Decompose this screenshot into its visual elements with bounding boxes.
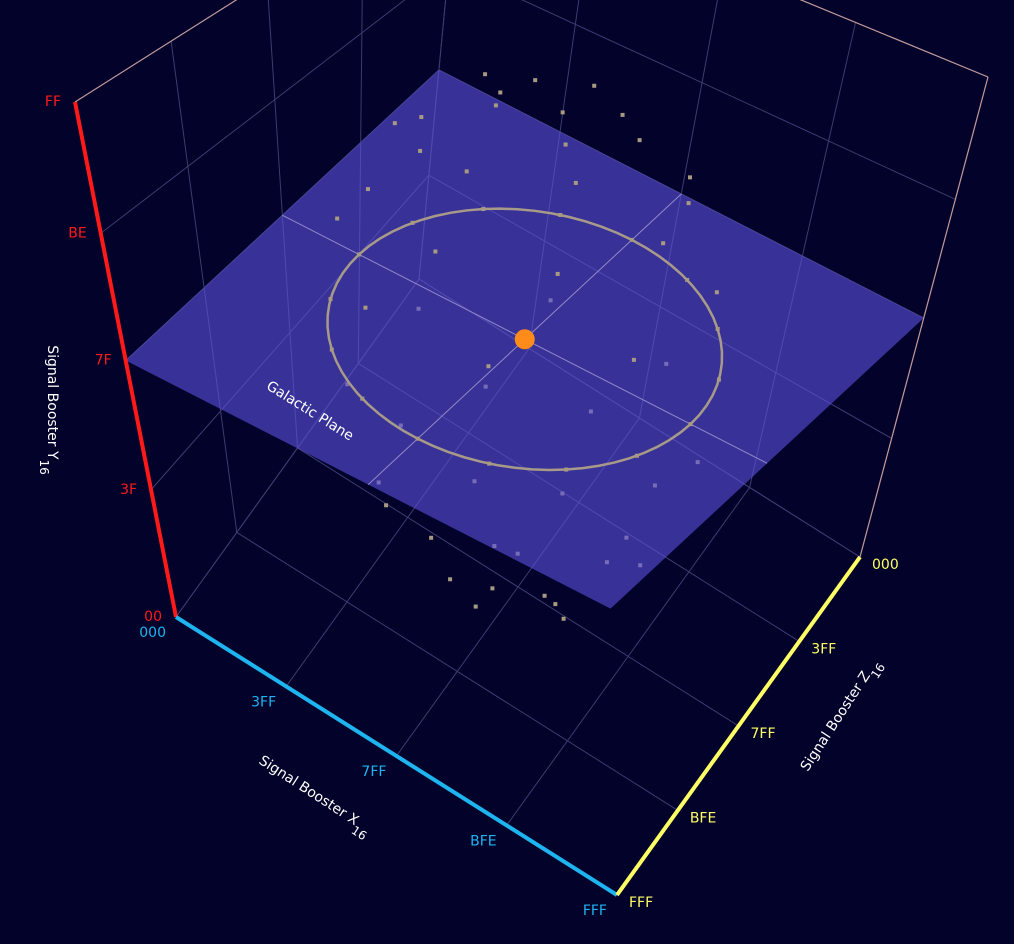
star-point: [714, 290, 719, 295]
wall-grid-line: [170, 41, 238, 533]
frame-edge: [74, 0, 238, 103]
star-point: [329, 347, 334, 352]
star-point: [686, 201, 691, 206]
y-tick-label: 3F: [120, 482, 137, 498]
star-point: [486, 364, 491, 369]
star-point: [533, 78, 538, 83]
star-point: [490, 586, 495, 591]
star-point: [363, 305, 368, 310]
z-tick-label: BFE: [690, 810, 717, 826]
star-point: [483, 72, 488, 77]
ylabel-axis-title: Signal Booster Y16: [38, 345, 61, 475]
y-axis-line: [73, 101, 178, 618]
xlabel-axis-title-sub: 16: [349, 823, 369, 843]
star-point: [419, 115, 424, 120]
star-point: [481, 207, 486, 212]
x-tick-label: 3FF: [251, 694, 276, 710]
y-tick-label: FF: [45, 94, 61, 110]
star-point: [498, 90, 503, 95]
ylabel-axis-title-sub: 16: [38, 460, 52, 475]
y-tick-label: 00: [144, 609, 162, 625]
star-point: [687, 175, 692, 180]
star-point: [384, 503, 389, 508]
z-tick-label: 000: [872, 557, 899, 573]
star-point: [335, 216, 340, 221]
star-point: [629, 237, 634, 242]
ylabel-axis-title-text: Signal Booster Y: [44, 345, 60, 460]
wall-grid-line: [100, 0, 406, 234]
star-point: [392, 121, 397, 126]
star-point: [493, 103, 498, 108]
star-point: [487, 461, 492, 466]
z-tick-label: FFF: [629, 895, 653, 911]
z-tick-label: 7FF: [751, 726, 776, 742]
star-point: [637, 138, 642, 143]
star-point: [592, 83, 597, 88]
star-point: [555, 271, 560, 276]
center-point: [514, 329, 535, 350]
x-tick-label: FFF: [583, 903, 607, 919]
y-tick-label: BE: [68, 225, 86, 241]
star-point: [688, 422, 693, 427]
star-point: [464, 169, 469, 174]
floor-grid-line: [236, 531, 679, 811]
star-point: [365, 187, 370, 192]
floor-grid-line: [297, 447, 739, 727]
star-point: [360, 396, 365, 401]
x-tick-label: 000: [139, 625, 166, 641]
star-point: [620, 112, 625, 117]
star-point: [631, 357, 636, 362]
star-point: [573, 180, 578, 185]
zlabel-axis-title-sub: 16: [868, 660, 888, 680]
star-point: [634, 453, 639, 458]
star-point: [560, 110, 565, 115]
star-point: [429, 535, 434, 540]
x-tick-label: 7FF: [361, 764, 386, 780]
star-point: [448, 577, 453, 582]
y-tick-label: 7F: [95, 353, 112, 369]
x-axis-line: [174, 615, 619, 897]
star-point: [561, 616, 566, 621]
z-axis-line: [615, 555, 862, 897]
star-point: [328, 296, 333, 301]
star-point: [418, 148, 423, 153]
star-point: [553, 602, 558, 607]
star-point: [715, 326, 720, 331]
star-point: [415, 436, 420, 441]
star-point: [558, 212, 563, 217]
wall-grid-line: [521, 0, 956, 200]
star-point: [433, 249, 438, 254]
star-point: [685, 277, 690, 282]
star-point: [356, 252, 361, 257]
frame-edge: [859, 76, 989, 558]
z-tick-label: 3FF: [811, 641, 836, 657]
star-point: [563, 142, 568, 147]
star-point: [564, 467, 569, 472]
star-point: [410, 220, 415, 225]
star-point: [661, 241, 666, 246]
x-tick-label: BFE: [470, 833, 497, 849]
star-point: [473, 604, 478, 609]
frame-edge: [799, 0, 989, 78]
star-point: [716, 377, 721, 382]
star-point: [542, 593, 547, 598]
